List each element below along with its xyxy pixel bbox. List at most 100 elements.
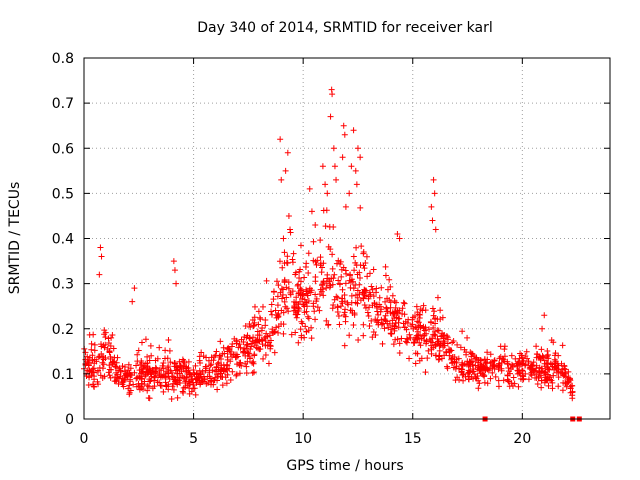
data-point [565, 378, 572, 385]
data-point [329, 91, 336, 98]
data-point [242, 323, 249, 330]
data-point [542, 377, 549, 384]
data-point [559, 387, 566, 394]
data-point [317, 237, 324, 244]
data-point [220, 344, 227, 351]
data-point [432, 226, 439, 233]
data-point [439, 332, 446, 339]
data-point [373, 289, 380, 296]
data-point [299, 295, 306, 302]
data-point [329, 251, 336, 258]
data-point [400, 299, 407, 306]
data-point [428, 342, 435, 349]
data-point [285, 308, 292, 315]
data-point [383, 308, 390, 315]
data-point [533, 362, 540, 369]
data-point [198, 349, 205, 356]
data-point [313, 295, 320, 302]
data-point [287, 226, 294, 233]
data-point [183, 364, 190, 371]
data-point [273, 324, 280, 331]
data-point [361, 265, 368, 272]
data-point [352, 259, 359, 266]
data-point [162, 374, 169, 381]
data-point [219, 350, 226, 357]
data-point [470, 375, 477, 382]
data-point [434, 294, 441, 301]
data-point [393, 299, 400, 306]
data-point [127, 376, 134, 383]
data-point [390, 341, 397, 348]
data-point [544, 352, 551, 359]
data-point [125, 361, 132, 368]
data-point [323, 207, 330, 214]
data-point [384, 295, 391, 302]
data-point [275, 310, 282, 317]
data-point [305, 250, 312, 257]
data-point [255, 321, 262, 328]
data-point [236, 341, 243, 348]
data-point [398, 335, 405, 342]
data-point [117, 368, 124, 375]
data-point [475, 385, 482, 392]
data-point [539, 352, 546, 359]
data-point [156, 344, 163, 351]
data-point [165, 336, 172, 343]
data-point [412, 324, 419, 331]
data-point [139, 380, 146, 387]
data-point [308, 335, 315, 342]
data-point [130, 381, 137, 388]
data-point [417, 342, 424, 349]
data-point [564, 380, 571, 387]
data-point [229, 368, 236, 375]
x-tick-label: 15 [404, 431, 422, 447]
data-point [369, 286, 376, 293]
data-point [440, 339, 447, 346]
y-tick-label: 0.2 [52, 322, 74, 338]
data-point [340, 122, 347, 129]
data-point [140, 365, 147, 372]
data-point [248, 340, 255, 347]
data-point [218, 366, 225, 373]
data-point [522, 362, 529, 369]
data-point [484, 380, 491, 387]
y-axis-label: SRMTID / TECUs [7, 182, 23, 295]
data-point [347, 279, 354, 286]
data-point [209, 367, 216, 374]
data-point [384, 286, 391, 293]
data-point [341, 291, 348, 298]
data-point [319, 264, 326, 271]
data-point [414, 309, 421, 316]
data-point [458, 361, 465, 368]
data-point [451, 358, 458, 365]
data-point [392, 319, 399, 326]
data-point [106, 372, 113, 379]
data-point [249, 369, 256, 376]
data-point [456, 376, 463, 383]
data-point [256, 314, 263, 321]
data-point [222, 374, 229, 381]
data-point [145, 383, 152, 390]
data-point [429, 335, 436, 342]
data-point [527, 364, 534, 371]
data-point [85, 356, 92, 363]
data-point [551, 360, 558, 367]
data-point [484, 349, 491, 356]
data-point [245, 350, 252, 357]
data-point [200, 353, 207, 360]
data-point [238, 336, 245, 343]
data-point [420, 302, 427, 309]
data-point [98, 350, 105, 357]
data-point [375, 311, 382, 318]
data-point [549, 385, 556, 392]
data-point [237, 344, 244, 351]
data-point [126, 382, 133, 389]
data-point [485, 367, 492, 374]
data-point [274, 293, 281, 300]
data-point [394, 336, 401, 343]
data-point [186, 385, 193, 392]
data-point [488, 359, 495, 366]
data-point [271, 349, 278, 356]
data-point [163, 368, 170, 375]
data-point [295, 290, 302, 297]
